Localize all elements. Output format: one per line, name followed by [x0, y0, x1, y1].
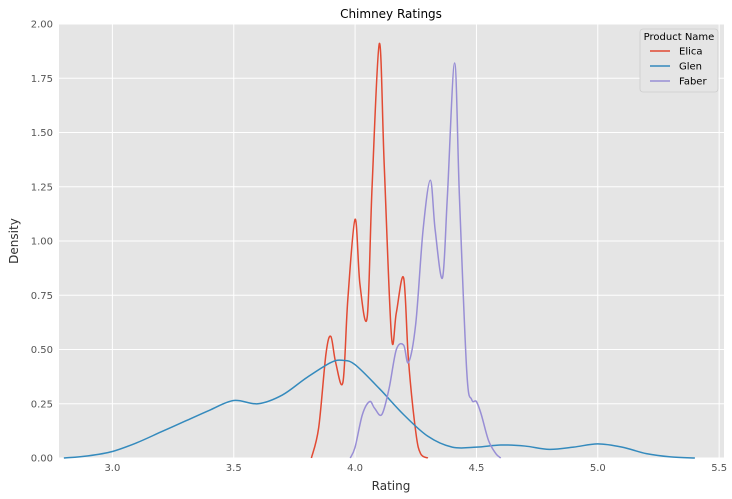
legend: Product Name Elica Glen Faber [639, 28, 719, 93]
series-line-faber [349, 62, 502, 459]
legend-label-faber: Faber [679, 77, 707, 88]
legend-entries: Elica Glen Faber [650, 47, 707, 88]
y-tick-label: 0.00 [31, 454, 53, 465]
grid-lines [59, 23, 724, 459]
series-line-elica [310, 42, 429, 459]
x-tick-label: 4.0 [347, 463, 363, 474]
x-tick-label: 3.5 [226, 463, 242, 474]
y-tick-label: 2.00 [31, 20, 53, 31]
legend-label-elica: Elica [679, 47, 703, 58]
chart-title: Chimney Ratings [340, 7, 442, 21]
y-tick-label: 1.25 [31, 182, 53, 193]
x-tick-label: 5.0 [590, 463, 606, 474]
x-tick-label: 5.5 [711, 463, 727, 474]
x-axis-label: Rating [372, 479, 411, 493]
legend-label-glen: Glen [679, 62, 702, 73]
y-tick-label: 0.50 [31, 345, 53, 356]
x-tick-label: 4.5 [468, 463, 484, 474]
y-tick-label: 0.75 [31, 291, 53, 302]
legend-title: Product Name [644, 32, 715, 43]
series-line-glen [63, 359, 695, 459]
y-tick-label: 1.75 [31, 74, 53, 85]
series-lines [63, 42, 695, 459]
y-axis-label: Density [7, 218, 21, 264]
legend-box [639, 28, 719, 93]
y-tick-label: 1.50 [31, 128, 53, 139]
x-tick-labels: 3.0 3.5 4.0 4.5 5.0 5.5 [104, 463, 727, 474]
y-tick-labels: 0.00 0.25 0.50 0.75 1.00 1.25 1.50 1.75 2.00 [31, 20, 53, 465]
y-tick-label: 0.25 [31, 399, 53, 410]
y-tick-label: 1.00 [31, 237, 53, 248]
x-tick-label: 3.0 [104, 463, 120, 474]
